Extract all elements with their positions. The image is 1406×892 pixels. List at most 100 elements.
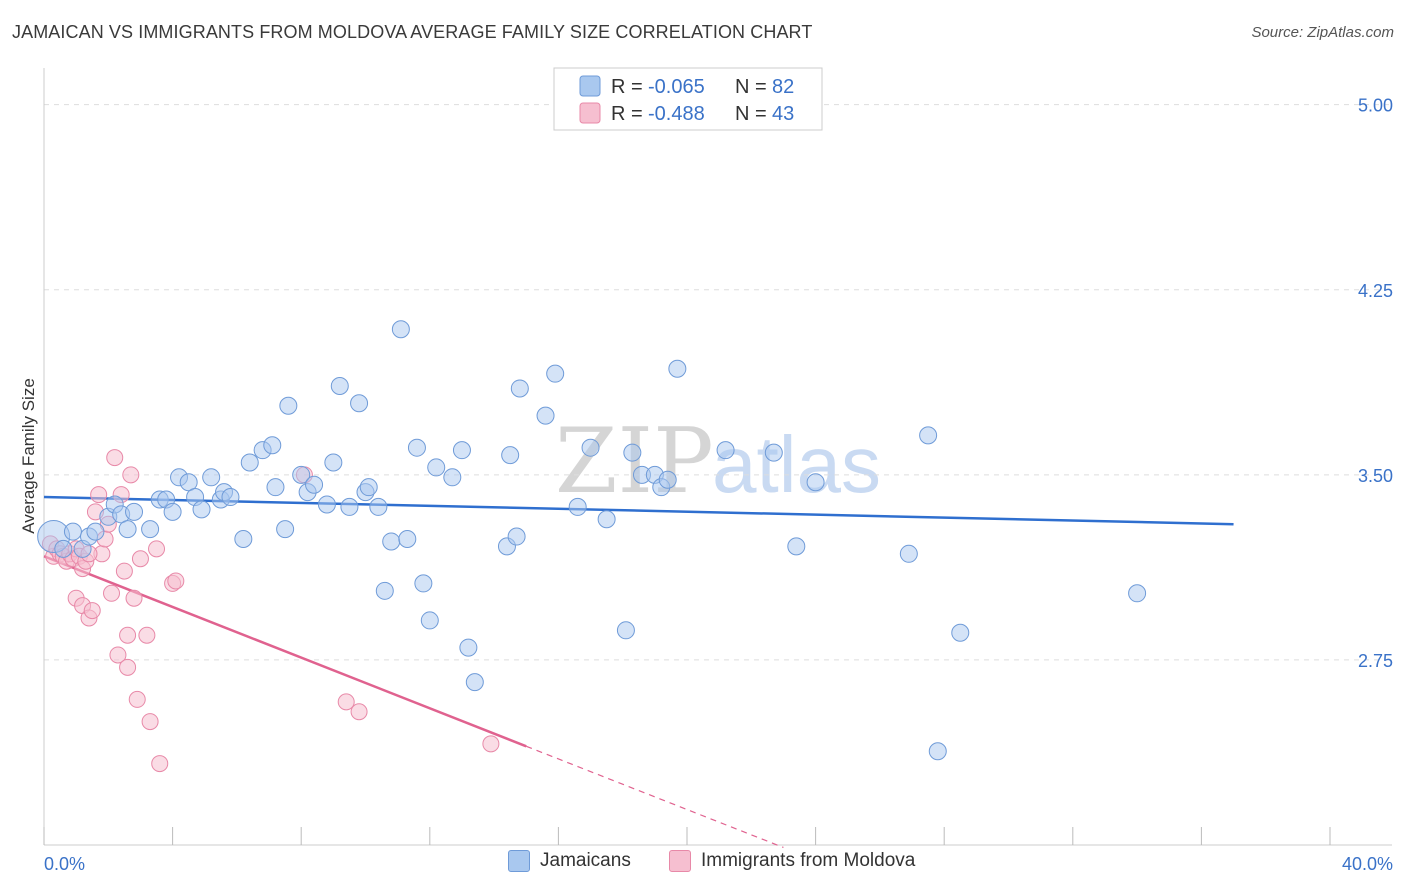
point-jamaicans [716, 441, 735, 460]
trend-line-moldova [43, 555, 527, 748]
point-moldova [131, 550, 149, 568]
axes [43, 68, 1392, 846]
point-moldova [125, 589, 143, 607]
y-tick-label: 2.75 [1358, 651, 1393, 671]
point-moldova [119, 658, 137, 676]
trend-line-moldova-extension [526, 745, 784, 849]
point-jamaicans [510, 379, 529, 398]
point-jamaicans [951, 623, 970, 642]
point-jamaicans [501, 446, 520, 465]
point-jamaicans [414, 574, 433, 593]
legend-r-value-2: -0.488 [648, 103, 705, 125]
y-tick-label: 3.50 [1358, 466, 1393, 486]
point-jamaicans [459, 638, 478, 657]
point-jamaicans [407, 438, 426, 457]
point-jamaicans [276, 520, 295, 539]
point-jamaicans [263, 436, 282, 455]
point-moldova [106, 449, 124, 467]
point-jamaicans [546, 364, 565, 383]
point-jamaicans [1128, 584, 1147, 603]
point-moldova [119, 626, 137, 644]
swatch-moldova [669, 850, 691, 872]
legend-swatch-moldova [579, 102, 601, 124]
point-moldova [122, 466, 140, 484]
legend-n-label-2: N = [735, 103, 767, 125]
point-jamaicans [240, 453, 259, 472]
point-moldova [138, 626, 156, 644]
bottom-legend-jamaicans[interactable]: Jamaicans [508, 850, 631, 872]
point-jamaicans [597, 510, 616, 529]
y-axis-title: Average Family Size [19, 378, 38, 534]
points-jamaicans [37, 320, 1147, 761]
point-jamaicans [330, 377, 349, 395]
point-moldova [151, 755, 169, 773]
point-moldova [115, 562, 133, 580]
point-jamaicans [581, 438, 600, 457]
point-jamaicans [899, 544, 918, 563]
point-jamaicans [292, 465, 311, 484]
point-jamaicans [234, 530, 253, 548]
point-jamaicans [324, 453, 343, 472]
legend-r-label-2: R = [611, 103, 643, 125]
point-moldova [141, 713, 159, 731]
point-moldova [103, 584, 121, 602]
y-tick-labels: 2.75 3.50 4.25 5.00 [1358, 96, 1393, 671]
point-jamaicans [507, 527, 526, 546]
point-moldova [167, 572, 185, 590]
y-tick-label: 5.00 [1358, 96, 1393, 116]
swatch-jamaicans [508, 850, 530, 872]
point-jamaicans [452, 441, 471, 460]
point-jamaicans [536, 406, 555, 425]
point-jamaicans [86, 522, 105, 541]
point-moldova [482, 735, 500, 753]
point-jamaicans [340, 497, 359, 516]
point-jamaicans [118, 520, 137, 539]
point-jamaicans [54, 539, 73, 558]
point-jamaicans [806, 473, 825, 492]
point-jamaicans [279, 396, 298, 415]
point-jamaicans [616, 621, 635, 640]
point-jamaicans [221, 488, 240, 507]
point-jamaicans [350, 394, 369, 413]
point-jamaicans [623, 443, 642, 462]
point-jamaicans [919, 426, 938, 445]
trend-line-jamaicans [43, 495, 1234, 526]
legend-r-value-1: -0.065 [648, 76, 705, 98]
point-jamaicans [764, 443, 783, 462]
point-jamaicans [427, 458, 446, 477]
point-jamaicans [202, 468, 221, 487]
point-jamaicans [787, 537, 806, 556]
legend-n-label-1: N = [735, 76, 767, 98]
legend-r-label-1: R = [611, 76, 643, 98]
bottom-legend-label-jamaicans: Jamaicans [540, 850, 631, 871]
legend-swatch-jamaicans [579, 75, 601, 97]
point-jamaicans [305, 475, 324, 494]
point-jamaicans [391, 320, 410, 339]
point-moldova [109, 646, 127, 664]
point-jamaicans [465, 673, 484, 692]
chart-title: JAMAICAN VS IMMIGRANTS FROM MOLDOVA AVER… [12, 22, 813, 42]
point-jamaicans [359, 478, 378, 497]
point-jamaicans [443, 468, 462, 487]
point-jamaicans [928, 742, 947, 761]
bottom-legend-moldova[interactable]: Immigrants from Moldova [669, 850, 915, 872]
bottom-legend-label-moldova: Immigrants from Moldova [701, 850, 916, 871]
point-jamaicans [668, 359, 687, 378]
x-tick-label-max: 40.0% [1342, 854, 1393, 874]
point-jamaicans [382, 532, 401, 551]
watermark-zip: ZIP [555, 409, 714, 514]
y-tick-label: 4.25 [1358, 281, 1393, 301]
point-moldova [337, 693, 355, 711]
x-tick-label-min: 0.0% [44, 854, 85, 874]
source-label: Source: ZipAtlas.com [1251, 24, 1394, 41]
point-jamaicans [179, 473, 198, 492]
point-jamaicans [568, 497, 587, 516]
point-jamaicans [375, 581, 394, 600]
point-jamaicans [398, 530, 417, 548]
point-moldova [128, 690, 146, 708]
point-jamaicans [317, 495, 336, 514]
watermark-atlas: atlas [712, 420, 881, 509]
watermark: ZIP atlas [555, 409, 881, 514]
trend-lines [43, 495, 1234, 849]
point-jamaicans [163, 502, 182, 521]
